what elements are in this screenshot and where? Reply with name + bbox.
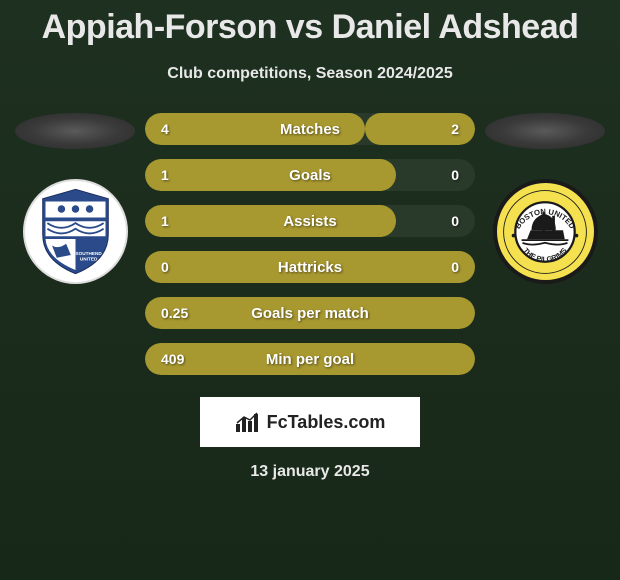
stat-value-right: 0 [451,167,459,183]
stats-column: 4 Matches 2 1 Goals 0 1 Assists 0 0 Hattricks 0 0.25… [145,113,475,389]
team-left-crest: SOUTHEND UNITED [23,179,128,284]
stat-bar-left [145,205,396,237]
stat-value-left: 0.25 [161,305,188,321]
stat-label: Goals [289,167,331,184]
stat-value-left: 0 [161,259,169,275]
comparison-card: Appiah-Forson vs Daniel Adshead Club com… [0,0,620,481]
stat-label: Hattricks [278,259,342,276]
stat-label: Assists [283,213,336,230]
stat-label: Min per goal [266,351,354,368]
stat-row: 0.25 Goals per match [145,297,475,329]
page-title: Appiah-Forson vs Daniel Adshead [5,0,615,47]
stat-label: Goals per match [251,305,369,322]
stat-row: 1 Assists 0 [145,205,475,237]
subtitle: Club competitions, Season 2024/2025 [5,65,615,83]
right-column: BOSTON UNITED THE PILGRIMS [480,113,610,284]
date-label: 13 january 2025 [5,463,615,481]
stat-row: 4 Matches 2 [145,113,475,145]
stat-value-left: 409 [161,351,184,367]
stat-value-right: 0 [451,213,459,229]
stat-row: 409 Min per goal [145,343,475,375]
stat-label: Matches [280,121,340,138]
player-left-placeholder [15,113,135,149]
stat-value-left: 1 [161,213,169,229]
content-row: SOUTHEND UNITED 4 Matches 2 1 Goals 0 1 Assists… [5,113,615,389]
stat-row: 0 Hattricks 0 [145,251,475,283]
left-column: SOUTHEND UNITED [10,113,140,284]
stat-value-left: 1 [161,167,169,183]
stat-value-right: 2 [451,121,459,137]
stat-bar-left [145,159,396,191]
source-logo-text: FcTables.com [267,412,386,433]
source-logo: FcTables.com [200,397,420,447]
shield-icon: SOUTHEND UNITED [38,187,113,277]
ship-badge-icon: BOSTON UNITED THE PILGRIMS [500,187,590,277]
svg-text:UNITED: UNITED [79,256,97,261]
player-right-placeholder [485,113,605,149]
svg-text:SOUTHEND: SOUTHEND [75,250,102,255]
bars-icon [235,410,261,434]
stat-row: 1 Goals 0 [145,159,475,191]
stat-value-left: 4 [161,121,169,137]
stat-value-right: 0 [451,259,459,275]
team-right-crest: BOSTON UNITED THE PILGRIMS [493,179,598,284]
